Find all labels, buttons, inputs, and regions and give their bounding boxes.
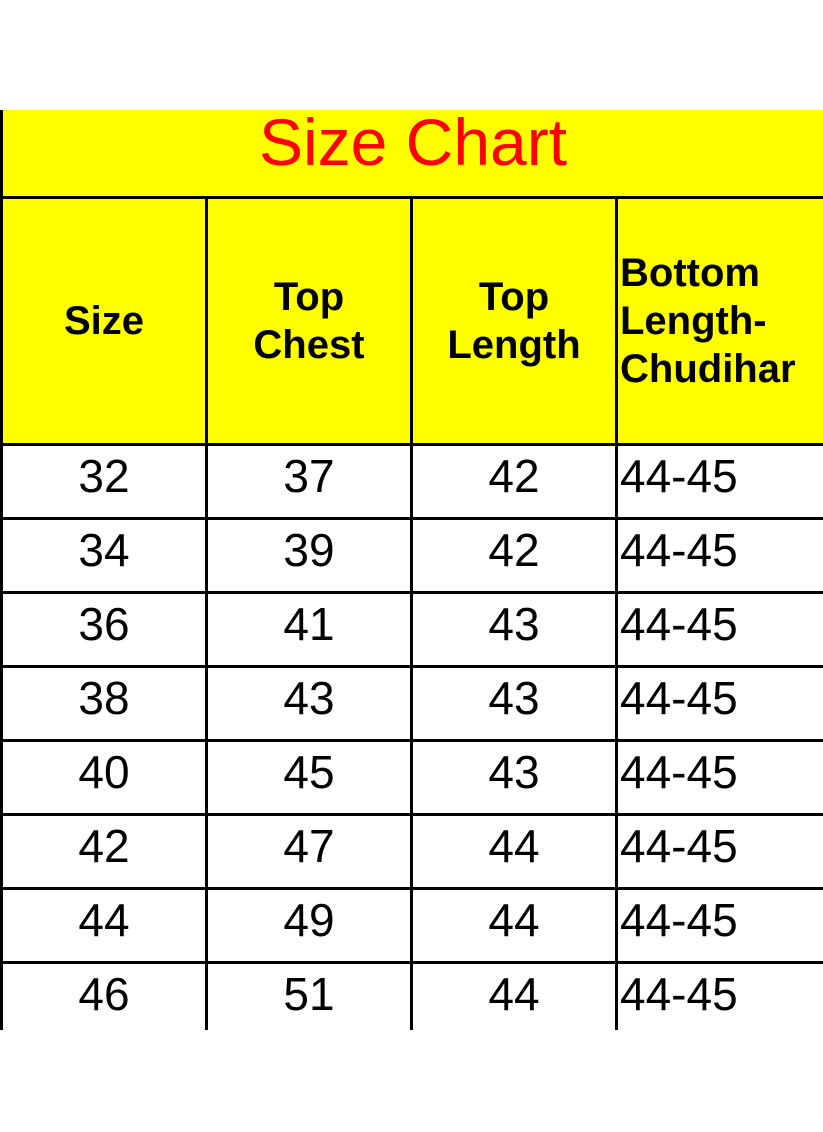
table-cell: 36 (0, 591, 208, 668)
table-cell: 42 (410, 517, 618, 594)
table-cell: 44-45 (615, 961, 823, 1030)
table-cell: 44-45 (615, 591, 823, 668)
table-cell: 43 (410, 665, 618, 742)
column-header: Top Chest (205, 196, 413, 446)
table-cell: 45 (205, 739, 413, 816)
table-row: 42 47 44 44-45 (0, 813, 823, 890)
table-row: 46 51 44 44-45 (0, 961, 823, 1030)
table-row: 44 49 44 44-45 (0, 887, 823, 964)
table-cell: 39 (205, 517, 413, 594)
size-table: Size Top Chest Top Length Bottom Length- Chudih… (0, 196, 823, 1030)
table-cell: 49 (205, 887, 413, 964)
table-cell: 34 (0, 517, 208, 594)
chart-title: Size Chart (0, 110, 823, 196)
column-header-line: Top (273, 275, 345, 319)
table-cell: 44-45 (615, 517, 823, 594)
table-cell: 47 (205, 813, 413, 890)
table-row: 40 45 43 44-45 (0, 739, 823, 816)
table-cell: 44-45 (615, 443, 823, 520)
column-header-line: Length- (620, 299, 767, 343)
column-header-line: Chest (253, 323, 365, 367)
table-cell: 37 (205, 443, 413, 520)
table-cell: 38 (0, 665, 208, 742)
table-cell: 44 (410, 961, 618, 1030)
column-header: Size (0, 196, 208, 446)
table-row: 38 43 43 44-45 (0, 665, 823, 742)
table-cell: 42 (0, 813, 208, 890)
table-cell: 51 (205, 961, 413, 1030)
table-cell: 46 (0, 961, 208, 1030)
column-header: Top Length (410, 196, 618, 446)
table-cell: 42 (410, 443, 618, 520)
column-header-line: Bottom (620, 251, 760, 295)
column-header-line: Size (63, 299, 145, 343)
header-row: Size Top Chest Top Length Bottom Length- Chudih… (0, 196, 823, 446)
table-row: 36 41 43 44-45 (0, 591, 823, 668)
table-cell: 44-45 (615, 665, 823, 742)
table-cell: 43 (410, 591, 618, 668)
table-cell: 44 (410, 887, 618, 964)
table-cell: 43 (205, 665, 413, 742)
table-cell: 43 (410, 739, 618, 816)
size-chart: Size Chart Size Top Chest Top Length Bottom Le… (0, 110, 823, 1030)
table-row: 32 37 42 44-45 (0, 443, 823, 520)
column-header: Bottom Length- Chudihar (615, 196, 823, 446)
table-cell: 40 (0, 739, 208, 816)
table-cell: 44 (0, 887, 208, 964)
column-header-line: Top (478, 275, 550, 319)
table-cell: 44-45 (615, 739, 823, 816)
table-cell: 32 (0, 443, 208, 520)
column-header-line: Length (447, 323, 581, 367)
table-cell: 41 (205, 591, 413, 668)
table-cell: 44 (410, 813, 618, 890)
table-cell: 44-45 (615, 887, 823, 964)
table-row: 34 39 42 44-45 (0, 517, 823, 594)
table-cell: 44-45 (615, 813, 823, 890)
column-header-line: Chudihar (620, 347, 796, 391)
